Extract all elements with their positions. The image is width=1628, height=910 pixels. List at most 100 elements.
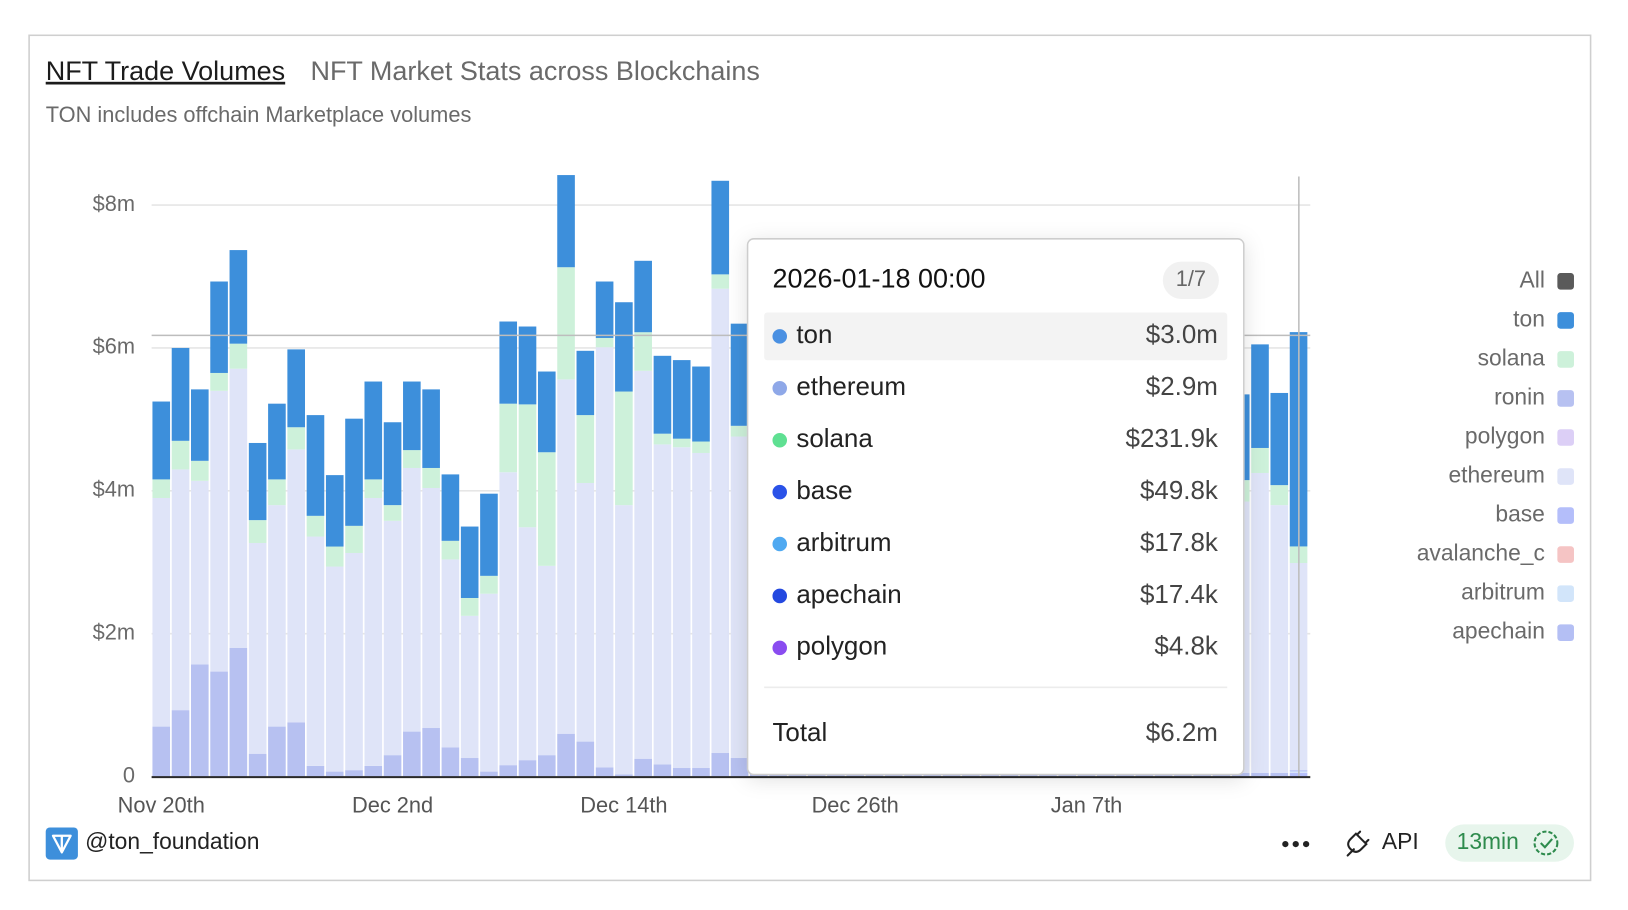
more-dot[interactable] (1303, 840, 1310, 848)
bar-segment (152, 497, 171, 727)
bar-segment (615, 774, 633, 777)
bar-segment (345, 418, 363, 526)
bar-segment (634, 260, 652, 333)
tooltip-value: $4.8k (1154, 633, 1217, 661)
bar-segment (306, 415, 325, 516)
tooltip-title: 2026-01-18 00:00 (772, 263, 985, 293)
bar-segment (1270, 485, 1289, 506)
tooltip-value: $17.8k (1140, 529, 1218, 557)
author[interactable]: @ton_foundation (85, 828, 259, 854)
bar-segment (1251, 773, 1269, 777)
bar-segment (499, 403, 518, 473)
tooltip: 2026-01-18 00:00 1/7 Total $6.2m ton $3.0… (746, 238, 1245, 776)
bar-segment (692, 452, 710, 769)
bar-segment (422, 487, 440, 729)
bar-segment (229, 343, 248, 369)
bar-segment (441, 474, 460, 541)
bar-segment (480, 493, 498, 576)
more-dot[interactable] (1282, 840, 1289, 848)
legend-swatch (1557, 585, 1574, 602)
legend-label: arbitrum (1461, 579, 1545, 605)
bar-segment (210, 281, 228, 373)
bar-segment (595, 767, 614, 777)
x-tick-label: Nov 20th (118, 792, 205, 817)
bar-segment (248, 520, 267, 543)
bar-segment (345, 525, 363, 553)
bar-segment (248, 542, 267, 754)
tooltip-dot (772, 432, 788, 448)
bar-segment (634, 370, 652, 759)
bar-segment (672, 360, 691, 439)
bar-segment (403, 731, 421, 777)
tooltip-series: base (796, 477, 852, 505)
subtitle: NFT Market Stats across Blockchains (310, 56, 759, 86)
bar-segment (325, 566, 344, 772)
bar-segment (537, 371, 556, 453)
title[interactable]: NFT Trade Volumes (46, 56, 285, 86)
bar-segment (1251, 472, 1269, 774)
bar-segment (306, 515, 325, 537)
bar-segment (364, 381, 383, 480)
legend-label: ronin (1494, 384, 1545, 410)
bar-segment (518, 404, 537, 528)
bar-segment (306, 765, 325, 777)
bar-segment (287, 449, 305, 723)
bar-segment (152, 401, 171, 480)
bar-segment (1270, 392, 1289, 486)
bar-segment (653, 764, 672, 777)
bar-segment (480, 575, 498, 594)
bar-segment (383, 755, 402, 777)
bar-segment (672, 447, 691, 769)
bar-segment (364, 765, 383, 777)
bar-segment (1270, 773, 1289, 777)
tooltip-dot (772, 381, 788, 396)
check-mark (1540, 838, 1553, 849)
y-tick-label: $8m (93, 191, 135, 216)
bar-segment (634, 332, 652, 371)
bar-segment (672, 768, 691, 777)
bar-segment (229, 368, 248, 648)
more-dot[interactable] (1292, 840, 1299, 848)
bar-segment (171, 710, 190, 777)
bar-segment (537, 452, 556, 566)
api-icon[interactable] (1346, 830, 1370, 857)
bar-segment (210, 671, 228, 777)
bar-segment (653, 355, 672, 434)
legend-label: solana (1478, 344, 1546, 370)
tooltip-dot (772, 536, 788, 552)
bar-segment (615, 505, 633, 775)
x-tick-label: Dec 2nd (352, 792, 433, 817)
bar-segment (460, 758, 479, 777)
bar-segment (190, 389, 209, 461)
bar-segment (460, 615, 479, 759)
tooltip-series: ton (796, 321, 832, 349)
bar-segment (576, 350, 595, 416)
bar-segment (460, 526, 479, 598)
api-link[interactable]: API (1382, 828, 1419, 854)
bar-segment (422, 467, 440, 488)
bar-segment (306, 536, 325, 766)
bar-segment (518, 527, 537, 761)
bar-segment (730, 323, 749, 426)
bar-segment (653, 433, 672, 445)
tooltip-dot (772, 484, 788, 500)
tooltip-series: ethereum (796, 373, 906, 401)
tooltip-box (746, 238, 1245, 776)
bar-segment (1231, 773, 1250, 777)
tooltip-page-pill[interactable] (1162, 261, 1219, 300)
bar-segment (1270, 505, 1289, 774)
bar-segment (730, 425, 749, 437)
bar-segment (576, 741, 595, 777)
tooltip-highlight (764, 312, 1228, 361)
bar-segment (557, 175, 575, 268)
note: TON includes offchain Marketplace volume… (46, 102, 472, 127)
legend-swatch (1557, 546, 1574, 563)
bar-segment (653, 444, 672, 765)
bar-segment (595, 347, 614, 768)
legend-label: base (1495, 501, 1545, 527)
legend: All ton solana ronin polygon ethereum base aval… (1417, 266, 1574, 644)
tooltip-dot (772, 640, 788, 656)
bar-segment (422, 728, 440, 777)
bar-segment (248, 753, 267, 777)
